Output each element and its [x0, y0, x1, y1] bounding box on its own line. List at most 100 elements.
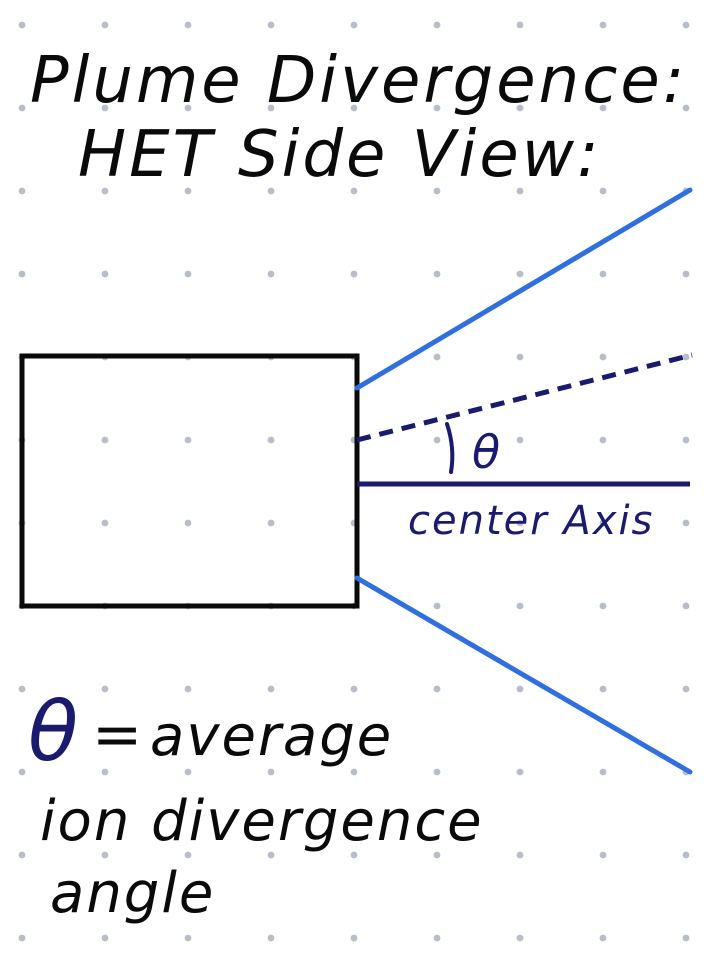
grid-dot	[599, 934, 607, 942]
grid-dot	[184, 685, 192, 693]
grid-dot	[18, 104, 26, 112]
grid-dot	[267, 519, 275, 527]
grid-dot	[101, 519, 109, 527]
grid-dot	[516, 934, 524, 942]
grid-dot	[184, 768, 192, 776]
grid-dot	[433, 685, 441, 693]
grid-dot	[516, 104, 524, 112]
grid-dot	[267, 436, 275, 444]
grid-dot	[682, 436, 690, 444]
grid-dot	[267, 685, 275, 693]
grid-dot	[101, 685, 109, 693]
grid-dot	[350, 768, 358, 776]
center-axis-label: center Axis	[408, 498, 654, 544]
grid-dot	[101, 187, 109, 195]
grid-dot	[433, 436, 441, 444]
grid-dot	[433, 602, 441, 610]
grid-dot	[516, 187, 524, 195]
grid-dot	[101, 436, 109, 444]
thruster-body	[19, 353, 360, 609]
legend-theta-symbol: θ	[28, 685, 78, 780]
grid-dot	[18, 768, 26, 776]
grid-dot	[184, 519, 192, 527]
grid-dot	[101, 768, 109, 776]
title-line-2: HET Side View:	[78, 118, 602, 192]
theta-angle-label: θ	[472, 425, 500, 479]
grid-dot	[599, 353, 607, 361]
title-line-1: Plume Divergence:	[30, 44, 687, 118]
grid-dot	[433, 768, 441, 776]
grid-dot	[516, 685, 524, 693]
grid-dot	[18, 21, 26, 29]
grid-dot	[267, 104, 275, 112]
grid-dot	[350, 934, 358, 942]
legend-equals-sign: =	[92, 700, 142, 770]
grid-dot	[433, 851, 441, 859]
grid-dot	[184, 187, 192, 195]
grid-dot	[18, 685, 26, 693]
grid-dot	[682, 851, 690, 859]
grid-dot	[516, 519, 524, 527]
grid-dot	[599, 436, 607, 444]
grid-dot	[516, 436, 524, 444]
average-divergence-line	[356, 352, 693, 443]
grid-dot	[267, 21, 275, 29]
grid-dot	[267, 768, 275, 776]
grid-dot	[682, 934, 690, 942]
grid-dot	[433, 353, 441, 361]
grid-dot	[599, 21, 607, 29]
grid-dot	[599, 602, 607, 610]
grid-dot	[101, 851, 109, 859]
grid-dot	[682, 21, 690, 29]
grid-dot	[101, 270, 109, 278]
plume-upper-boundary	[354, 187, 693, 391]
grid-dot	[516, 353, 524, 361]
grid-dot	[433, 934, 441, 942]
grid-dot	[516, 851, 524, 859]
grid-dot	[682, 519, 690, 527]
grid-dot	[267, 851, 275, 859]
legend-line-2: ion divergence	[40, 789, 484, 854]
plume-lower-boundary	[354, 575, 693, 775]
grid-dot	[682, 353, 690, 361]
grid-dot	[599, 104, 607, 112]
grid-dot	[599, 187, 607, 195]
grid-dot	[184, 21, 192, 29]
grid-dot	[184, 270, 192, 278]
grid-dot	[599, 768, 607, 776]
grid-dot	[184, 104, 192, 112]
angle-arc	[445, 422, 455, 474]
grid-dot	[101, 934, 109, 942]
grid-dot	[516, 21, 524, 29]
grid-dot	[267, 270, 275, 278]
grid-dot	[18, 934, 26, 942]
grid-dot	[516, 768, 524, 776]
grid-dot	[18, 851, 26, 859]
grid-dot	[682, 104, 690, 112]
grid-dot	[599, 519, 607, 527]
grid-dot	[516, 270, 524, 278]
legend-line-3: angle	[50, 861, 215, 926]
grid-dot	[350, 851, 358, 859]
grid-dot	[433, 519, 441, 527]
grid-dot	[18, 187, 26, 195]
grid-dot	[184, 851, 192, 859]
grid-dot	[599, 270, 607, 278]
grid-dot	[599, 685, 607, 693]
grid-dot	[682, 602, 690, 610]
grid-dot	[350, 21, 358, 29]
grid-dot	[433, 187, 441, 195]
grid-dot	[433, 104, 441, 112]
grid-dot	[267, 187, 275, 195]
grid-dot	[101, 21, 109, 29]
legend-line-1: average	[150, 704, 393, 769]
grid-dot	[350, 270, 358, 278]
grid-dot	[101, 104, 109, 112]
grid-dot	[516, 602, 524, 610]
grid-dot	[267, 934, 275, 942]
grid-dot	[184, 934, 192, 942]
grid-dot	[350, 187, 358, 195]
grid-dot	[682, 685, 690, 693]
